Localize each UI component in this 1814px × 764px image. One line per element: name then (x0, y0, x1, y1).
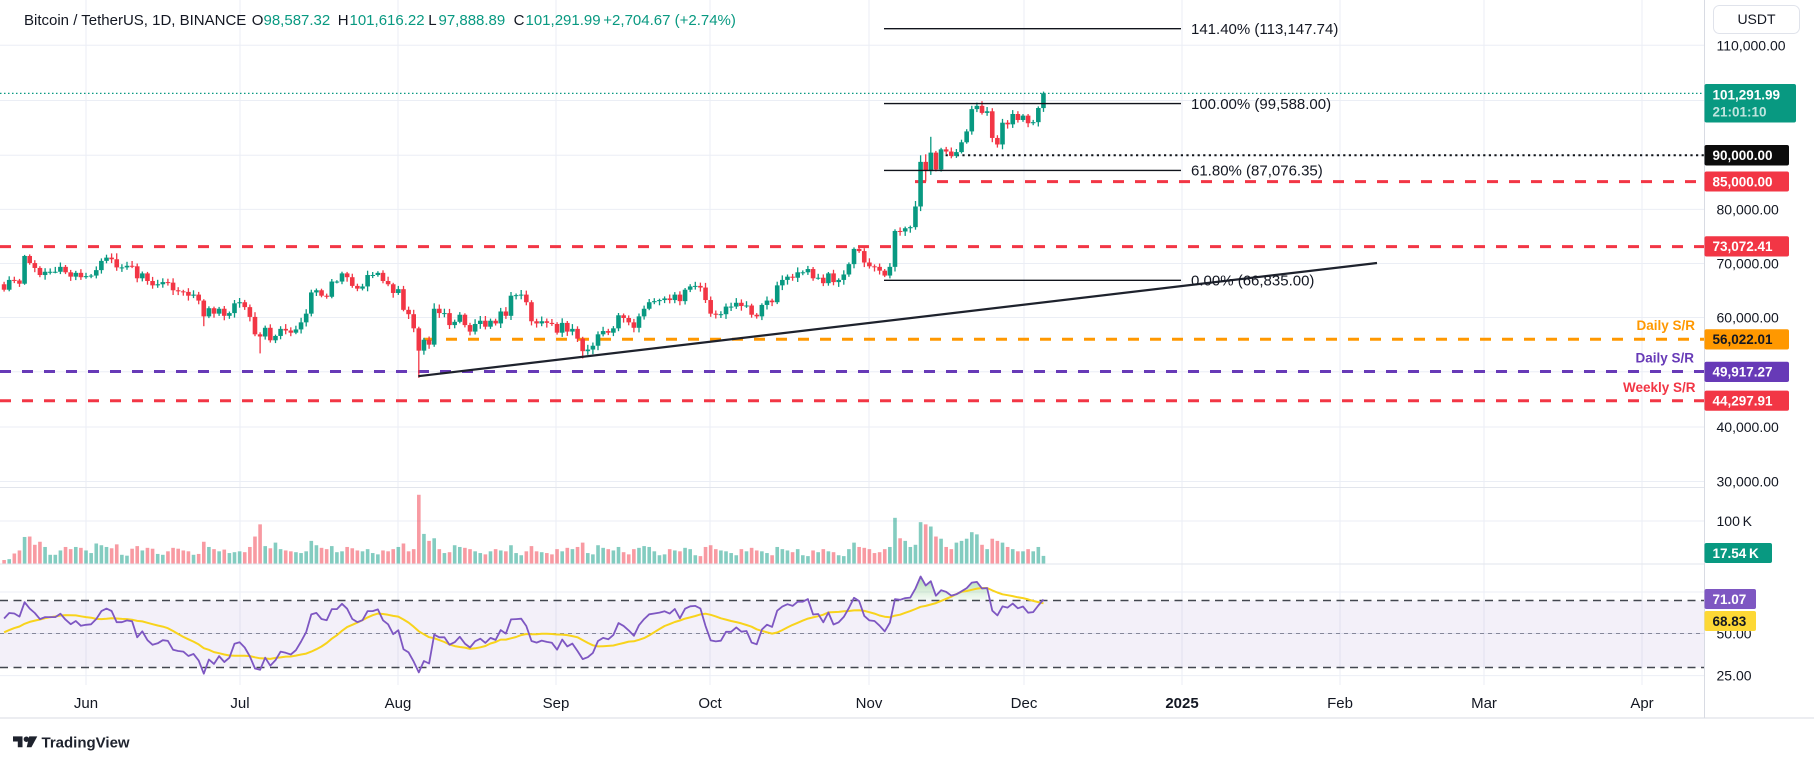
svg-text:O: O (252, 12, 264, 29)
svg-text:Daily S/R: Daily S/R (1635, 351, 1694, 366)
svg-text:Mar: Mar (1471, 695, 1497, 712)
svg-text:56,022.01: 56,022.01 (1713, 332, 1774, 347)
svg-text:40,000.00: 40,000.00 (1717, 419, 1779, 435)
svg-text:110,000.00: 110,000.00 (1717, 37, 1786, 53)
svg-text:71.07: 71.07 (1713, 592, 1747, 607)
svg-text:100 K: 100 K (1717, 513, 1753, 529)
svg-text:Aug: Aug (385, 695, 412, 712)
svg-text:C: C (514, 12, 525, 29)
svg-text:0.00% (66,835.00): 0.00% (66,835.00) (1191, 273, 1314, 290)
svg-text:TradingView: TradingView (42, 735, 130, 752)
svg-text:49,917.27: 49,917.27 (1713, 365, 1773, 380)
svg-text:80,000.00: 80,000.00 (1717, 201, 1779, 217)
svg-text:Apr: Apr (1630, 695, 1653, 712)
svg-text:101,616.22: 101,616.22 (350, 12, 425, 29)
svg-text:Sep: Sep (543, 695, 570, 712)
svg-text:Feb: Feb (1327, 695, 1353, 712)
svg-text:101,291.99: 101,291.99 (526, 12, 601, 29)
svg-text:Dec: Dec (1011, 695, 1038, 712)
svg-text:2025: 2025 (1165, 695, 1198, 712)
svg-text:Bitcoin / TetherUS, 1D, BINANC: Bitcoin / TetherUS, 1D, BINANCE (24, 12, 246, 29)
svg-text:101,291.99: 101,291.99 (1713, 88, 1781, 103)
svg-text:60,000.00: 60,000.00 (1717, 310, 1779, 326)
svg-text:Jul: Jul (230, 695, 249, 712)
svg-text:Jun: Jun (74, 695, 98, 712)
svg-text:30,000.00: 30,000.00 (1717, 474, 1779, 490)
svg-text:90,000.00: 90,000.00 (1713, 148, 1773, 163)
svg-text:Daily S/R: Daily S/R (1636, 318, 1695, 333)
svg-text:98,587.32: 98,587.32 (264, 12, 331, 29)
svg-text:85,000.00: 85,000.00 (1713, 174, 1773, 189)
svg-text:L: L (428, 12, 436, 29)
svg-text:Oct: Oct (698, 695, 722, 712)
svg-text:21:01:10: 21:01:10 (1713, 105, 1767, 120)
svg-text:73,072.41: 73,072.41 (1713, 239, 1774, 254)
svg-text:97,888.89: 97,888.89 (439, 12, 506, 29)
svg-text:61.80% (87,076.35): 61.80% (87,076.35) (1191, 163, 1323, 180)
svg-text:Nov: Nov (856, 695, 883, 712)
svg-text:141.40% (113,147.74): 141.40% (113,147.74) (1191, 21, 1338, 38)
svg-text:70,000.00: 70,000.00 (1717, 256, 1779, 272)
svg-text:17.54 K: 17.54 K (1713, 546, 1759, 561)
svg-text:100.00% (99,588.00): 100.00% (99,588.00) (1191, 96, 1331, 113)
svg-text:44,297.91: 44,297.91 (1713, 394, 1774, 409)
svg-text:+2,704.67 (+2.74%): +2,704.67 (+2.74%) (603, 12, 736, 29)
svg-text:25.00: 25.00 (1717, 668, 1752, 684)
svg-text:Weekly S/R: Weekly S/R (1623, 380, 1696, 395)
svg-text:H: H (338, 12, 349, 29)
svg-text:USDT: USDT (1737, 11, 1776, 27)
svg-text:68.83: 68.83 (1713, 614, 1747, 629)
